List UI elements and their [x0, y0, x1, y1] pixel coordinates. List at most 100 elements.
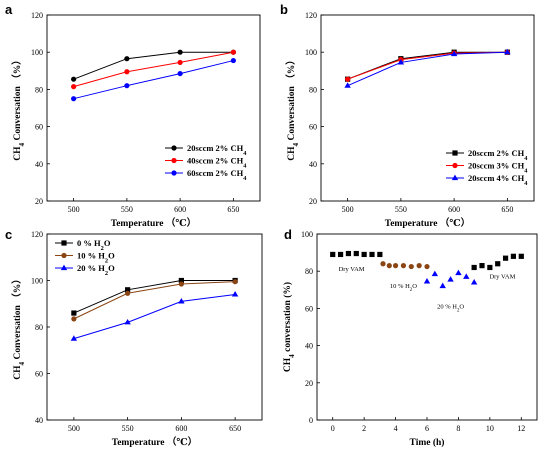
- data-point: [124, 318, 131, 325]
- y-tick-label: 20: [305, 379, 313, 388]
- y-tick-label: 40: [309, 160, 317, 169]
- data-point: [386, 263, 392, 269]
- y-tick-label: 0: [309, 416, 313, 425]
- plot-frame: [316, 233, 538, 421]
- plot-frame: [46, 233, 263, 421]
- series-line-1: [73, 51, 234, 80]
- legend-label: 0 % H2O: [77, 238, 111, 252]
- data-point: [71, 84, 77, 90]
- y-tick-label: 60: [35, 370, 43, 379]
- y-tick-label: 40: [35, 160, 43, 169]
- x-tick-label: 4: [394, 424, 398, 433]
- series-line-2: [73, 51, 234, 88]
- data-point: [455, 269, 462, 276]
- chart-panel-a: a 500 550 600 650 20 40 60 80 100 120 Temperature （…: [5, 2, 261, 229]
- legend-label: 40sccm 2% CH4: [187, 156, 247, 170]
- y-tick-label: 40: [35, 416, 43, 425]
- series-line-3: [73, 293, 236, 340]
- legend-entry: 20sccm 4% CH4: [446, 173, 528, 187]
- y-axis-label: CH4 Conversation （%）: [285, 55, 300, 160]
- y-axis-label: CH4 Conversation （%）: [11, 55, 26, 160]
- data-point: [518, 253, 524, 259]
- data-point: [450, 50, 458, 57]
- x-axis-label: Temperature （℃）: [385, 217, 471, 229]
- legend-entry: 20sccm 3% CH4: [446, 161, 528, 175]
- y-axis-label: CH4 Conversation （%）: [11, 274, 26, 379]
- data-point: [230, 49, 236, 55]
- data-point: [71, 96, 77, 102]
- data-point: [479, 263, 485, 269]
- x-tick-label: 600: [448, 205, 460, 214]
- data-point: [337, 251, 344, 258]
- x-tick-label: 500: [68, 205, 80, 214]
- data-point: [408, 263, 414, 270]
- plot-frame: [320, 14, 535, 202]
- x-tick-label: 550: [122, 424, 134, 433]
- data-point: [71, 310, 77, 316]
- legend-swatch-marker: [452, 162, 458, 169]
- x-tick-label: 12: [517, 424, 525, 433]
- legend-label: 20sccm 3% CH4: [468, 161, 528, 175]
- chart-panel-d: d 0 2 4 6 8 10 12 0 20 40 60 80 100 Time (h) CH4 conver…: [282, 227, 538, 448]
- legend-entry: 20sccm 2% CH4: [165, 143, 247, 157]
- y-tick-label: 120: [305, 11, 317, 20]
- plot-frame: [46, 14, 261, 202]
- panel-letter: a: [5, 2, 13, 17]
- series-line-3: [347, 51, 508, 87]
- x-tick-label: 0: [331, 424, 335, 433]
- y-tick-label: 120: [31, 11, 43, 20]
- data-point: [70, 335, 78, 341]
- x-tick-label: 550: [395, 205, 407, 214]
- data-point: [439, 282, 446, 289]
- y-tick-label: 100: [301, 230, 313, 239]
- x-tick-label: 2: [362, 424, 366, 433]
- panel-letter: b: [280, 2, 288, 17]
- y-axis-label: CH4 conversation (%): [282, 282, 296, 372]
- data-point: [377, 251, 383, 258]
- legend-swatch-marker: [452, 150, 458, 156]
- y-tick-label: 60: [35, 123, 43, 132]
- data-point: [369, 251, 375, 258]
- data-point: [232, 279, 238, 285]
- data-point: [431, 270, 439, 277]
- data-point: [423, 278, 431, 284]
- data-point: [510, 253, 517, 259]
- data-point: [345, 76, 351, 82]
- y-tick-label: 60: [309, 123, 317, 132]
- chart-panel-c: c 500 550 600 650 40 60 80 100 120 Temperature （℃）…: [5, 227, 263, 448]
- data-point: [416, 263, 422, 269]
- legend-entry: 40sccm 2% CH4: [165, 156, 247, 170]
- legend-label: 60sccm 2% CH4: [187, 168, 247, 182]
- y-tick-label: 20: [35, 197, 43, 206]
- series-line-3: [73, 60, 234, 100]
- x-axis-label: Temperature （℃）: [112, 436, 198, 448]
- data-point: [392, 263, 399, 269]
- x-tick-label: 600: [175, 424, 187, 433]
- x-tick-label: 650: [227, 205, 239, 214]
- legend-entry: 0 % H2O: [55, 238, 111, 252]
- y-tick-label: 80: [35, 85, 43, 94]
- x-tick-label: 10: [486, 424, 494, 433]
- data-point: [344, 82, 351, 88]
- data-point: [178, 277, 184, 284]
- y-tick-label: 120: [31, 230, 43, 239]
- data-point: [177, 49, 183, 55]
- data-point: [353, 250, 359, 257]
- legend-entry: 20 % H2O: [55, 263, 115, 277]
- annotation-label: 10 % H2O: [390, 283, 417, 293]
- y-tick-label: 100: [31, 48, 43, 57]
- legend-entry: 20sccm 2% CH4: [446, 148, 528, 162]
- panel-letter: c: [5, 227, 12, 242]
- y-tick-label: 80: [309, 85, 317, 94]
- legend-label: 10 % H2O: [77, 251, 115, 265]
- legend-swatch-marker: [451, 174, 459, 181]
- legend-swatch-marker: [171, 170, 177, 176]
- x-axis-label: Temperature （℃）: [111, 217, 197, 229]
- legend-swatch-marker: [171, 157, 177, 164]
- legend-entry: 10 % H2O: [55, 251, 115, 265]
- legend-label: 20sccm 4% CH4: [468, 173, 528, 187]
- data-point: [177, 70, 183, 77]
- data-point: [502, 255, 509, 261]
- legend-swatch-marker: [61, 240, 67, 246]
- data-point: [361, 251, 367, 258]
